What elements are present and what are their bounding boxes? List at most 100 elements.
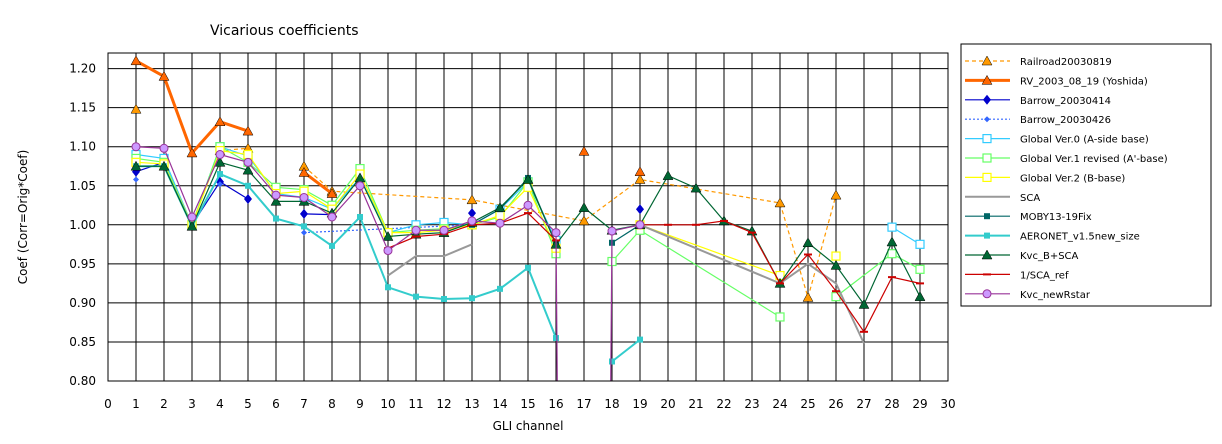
legend-item-10: Kvc_B+SCA: [965, 249, 1079, 262]
series-12-point-19: [607, 226, 617, 236]
legend-swatch-marker-9: [984, 232, 990, 239]
series-12-point-13: [495, 218, 505, 228]
x-tick-label-13: 13: [464, 397, 479, 411]
series-12-point-15: [551, 228, 561, 238]
legend-label-6: Global Ver.2 (B-base): [1020, 173, 1125, 184]
legend: Railroad20030819 RV_2003_08_19 (Yoshida) B…: [960, 43, 1212, 307]
x-tick-label-10: 10: [380, 397, 395, 411]
series-9-point-17: [609, 358, 615, 365]
series-1-point-6: [298, 166, 310, 177]
legend-swatch-marker-2: [983, 94, 991, 105]
x-tick-label-2: 2: [160, 397, 168, 411]
series-12-point-1: [159, 143, 169, 153]
series-0-line-1: [219, 147, 249, 152]
series-10-point-2: [186, 220, 198, 231]
legend-swatch-marker-8: [984, 213, 990, 220]
series-12: [131, 142, 645, 381]
series-3-point-4: [301, 229, 307, 236]
legend-swatch-marker-10: [981, 249, 993, 260]
series-3-point-2: [217, 181, 223, 188]
series-0-point-9: [634, 173, 646, 184]
series-1-point-3: [214, 116, 226, 126]
x-tick-label-1: 1: [132, 397, 140, 411]
series-10-point-4: [242, 164, 254, 175]
x-tick-label-21: 21: [688, 397, 703, 411]
legend-items: Railroad20030819 RV_2003_08_19 (Yoshida) B…: [965, 55, 1168, 301]
legend-swatch-marker-5: [982, 153, 992, 163]
legend-item-11: 1/SCA_ref: [965, 270, 1069, 281]
x-tick-label-3: 3: [188, 397, 196, 411]
series-10-point-14: [522, 173, 534, 184]
x-tick-label-18: 18: [604, 397, 619, 411]
series-9-point-14: [525, 264, 531, 271]
series-6-line-1: [639, 224, 781, 277]
series-9-point-3: [217, 171, 223, 178]
series-9-point-7: [329, 242, 335, 249]
legend-item-1: RV_2003_08_19 (Yoshida): [965, 74, 1148, 87]
y-tick-label-4: 1.00: [69, 218, 96, 232]
plot-frame: [107, 52, 949, 382]
x-tick-label-28: 28: [884, 397, 899, 411]
series-1-point-1: [158, 70, 170, 81]
series-12-point-9: [383, 246, 393, 256]
series-9-point-15: [553, 335, 559, 342]
series-9-point-11: [441, 296, 447, 302]
legend-label-0: Railroad20030819: [1020, 57, 1112, 68]
series-12-point-3: [215, 150, 225, 160]
chart-title: Vicarious coefficients: [210, 23, 359, 39]
series-9-point-4: [245, 182, 251, 189]
series-1-point-0: [130, 55, 142, 66]
series-10-point-9: [382, 231, 394, 241]
x-tick-label-0: 0: [104, 397, 112, 411]
legend-label-7: SCA: [1020, 193, 1040, 204]
legend-swatch-marker-6: [982, 172, 992, 182]
legend-label-9: AERONET_v1.5new_size: [1020, 232, 1140, 243]
series-0-point-0: [130, 103, 142, 114]
series-4-line-0: [135, 145, 557, 241]
legend-label-8: MOBY13-19Fix: [1020, 212, 1092, 223]
x-tick-label-14: 14: [492, 397, 507, 411]
series-1-point-4: [242, 125, 254, 136]
series-10-point-20: [690, 182, 702, 193]
series-1-point-2: [186, 147, 198, 158]
series-4-line-1: [891, 226, 921, 245]
series-10-point-3: [214, 156, 226, 167]
legend-swatch-marker-1: [981, 74, 993, 85]
legend-swatch-marker-4: [982, 134, 992, 144]
series-4-point-17: [887, 222, 897, 232]
series-12-point-6: [299, 192, 309, 202]
series-9-point-18: [637, 336, 643, 343]
series-2-point-11: [636, 204, 644, 215]
series-9-point-9: [385, 284, 391, 291]
legend-label-10: Kvc_B+SCA: [1020, 251, 1079, 262]
x-axis-label: GLI channel: [493, 419, 564, 433]
series-10-point-28: [914, 291, 926, 301]
series-0-point-11: [802, 291, 814, 302]
series-12-point-8: [355, 181, 365, 191]
series-1-point-11: [634, 166, 646, 176]
series-10-point-13: [494, 202, 506, 212]
series-12-point-10: [411, 225, 421, 235]
series-10-point-26: [858, 298, 870, 309]
x-tick-label-11: 11: [408, 397, 423, 411]
legend-item-0: Railroad20030819: [965, 55, 1112, 68]
x-tick-label-15: 15: [520, 397, 535, 411]
x-tick-label-20: 20: [660, 397, 675, 411]
legend-label-12: Kvc_newRstar: [1020, 290, 1091, 301]
series-8-line-0: [471, 176, 557, 245]
series-9-point-6: [301, 223, 307, 230]
legend-swatch-marker-0: [981, 55, 993, 66]
series-12-point-5: [271, 190, 281, 200]
x-ticks: 0 1 2 3 4 5 6 7 8 9 10 11 12 13 14 15 16 17 18 19 20 21 22 23 24…: [104, 397, 955, 411]
legend-label-4: Global Ver.0 (A-side base): [1020, 135, 1149, 146]
series-3-point-0: [133, 176, 139, 183]
x-tick-label-23: 23: [744, 397, 759, 411]
series-0-point-10: [774, 197, 786, 208]
series-1: [130, 55, 646, 198]
series-4-point-18: [915, 239, 925, 249]
y-tick-label-6: 1.10: [69, 140, 96, 154]
legend-item-12: Kvc_newRstar: [965, 289, 1091, 301]
y-tick-label-0: 0.80: [69, 374, 96, 388]
series-layer: [130, 55, 926, 381]
